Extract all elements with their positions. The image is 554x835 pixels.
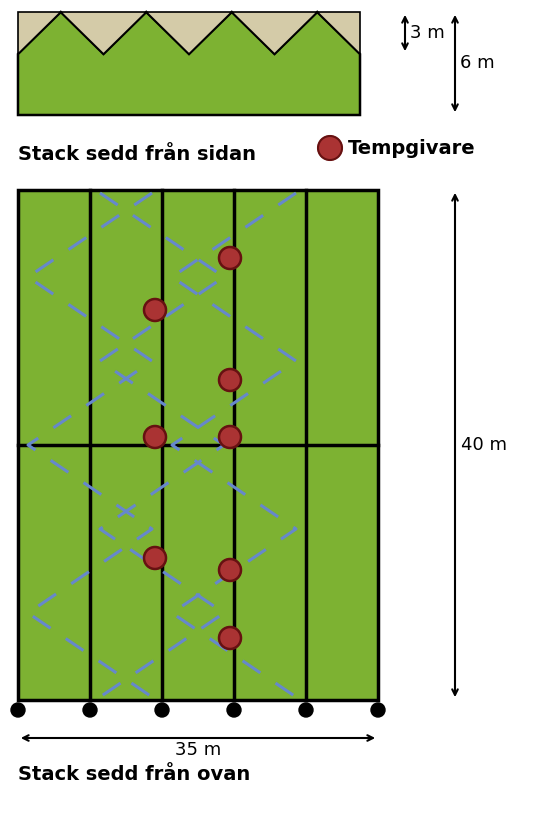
Polygon shape: [18, 12, 360, 115]
Polygon shape: [317, 12, 360, 54]
Text: 6 m: 6 m: [460, 54, 495, 73]
Polygon shape: [146, 12, 232, 54]
Circle shape: [11, 703, 25, 717]
Circle shape: [144, 547, 166, 569]
Circle shape: [227, 703, 241, 717]
Circle shape: [155, 703, 169, 717]
Circle shape: [299, 703, 313, 717]
Polygon shape: [232, 12, 317, 54]
Text: Tempgivare: Tempgivare: [348, 139, 476, 158]
Circle shape: [144, 299, 166, 321]
Circle shape: [219, 247, 241, 269]
Circle shape: [83, 703, 97, 717]
Polygon shape: [18, 12, 61, 54]
Circle shape: [219, 369, 241, 391]
Circle shape: [219, 627, 241, 649]
Text: 3 m: 3 m: [410, 24, 445, 42]
Circle shape: [219, 559, 241, 581]
Circle shape: [144, 426, 166, 448]
Text: Stack sedd från ovan: Stack sedd från ovan: [18, 765, 250, 784]
Bar: [18, 190, 378, 700]
Circle shape: [219, 426, 241, 448]
Text: 40 m: 40 m: [461, 436, 507, 454]
Text: 35 m: 35 m: [175, 741, 221, 759]
Polygon shape: [61, 12, 146, 54]
Circle shape: [318, 136, 342, 160]
Text: Stack sedd från sidan: Stack sedd från sidan: [18, 145, 256, 164]
Circle shape: [371, 703, 385, 717]
